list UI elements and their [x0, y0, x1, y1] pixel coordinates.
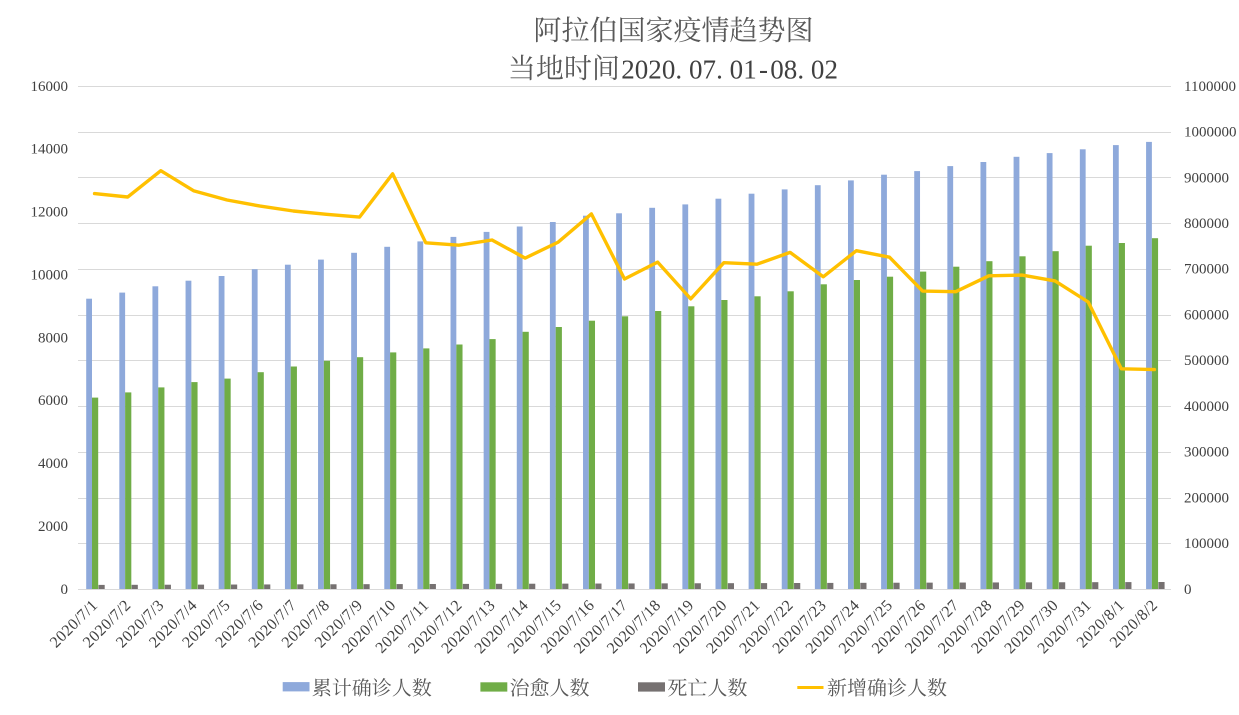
svg-text:12000: 12000 — [31, 205, 69, 221]
svg-text:0: 0 — [1184, 582, 1192, 598]
svg-text:8: 8 — [784, 54, 798, 84]
svg-text:10000: 10000 — [31, 267, 69, 283]
svg-text:1000000: 1000000 — [1184, 125, 1237, 141]
svg-text:.: . — [716, 54, 723, 84]
svg-text:600000: 600000 — [1184, 307, 1229, 323]
svg-text:800000: 800000 — [1184, 216, 1229, 232]
svg-text:6000: 6000 — [38, 393, 68, 409]
svg-text:2: 2 — [648, 54, 662, 84]
svg-text:7: 7 — [703, 54, 717, 84]
svg-text:-: - — [759, 54, 768, 84]
svg-text:2: 2 — [825, 54, 839, 84]
svg-text:0: 0 — [811, 54, 825, 84]
svg-text:.: . — [797, 54, 804, 84]
svg-text:200000: 200000 — [1184, 490, 1229, 506]
svg-text:14000: 14000 — [31, 142, 69, 158]
svg-text:1100000: 1100000 — [1184, 79, 1236, 95]
svg-text:0: 0 — [730, 54, 744, 84]
svg-text:100000: 100000 — [1184, 536, 1229, 552]
svg-text:0: 0 — [635, 54, 649, 84]
svg-text:400000: 400000 — [1184, 399, 1229, 415]
svg-text:700000: 700000 — [1184, 262, 1229, 278]
svg-text:4000: 4000 — [38, 456, 68, 472]
svg-text:900000: 900000 — [1184, 170, 1229, 186]
svg-text:0: 0 — [689, 54, 703, 84]
svg-text:0: 0 — [61, 582, 69, 598]
svg-text:0: 0 — [770, 54, 784, 84]
svg-text:2000: 2000 — [38, 519, 68, 535]
svg-text:2: 2 — [621, 54, 635, 84]
svg-text:8000: 8000 — [38, 330, 68, 346]
svg-text:1: 1 — [743, 54, 757, 84]
svg-text:0: 0 — [662, 54, 676, 84]
svg-text:.: . — [675, 54, 682, 84]
svg-text:16000: 16000 — [31, 79, 69, 95]
svg-text:500000: 500000 — [1184, 353, 1229, 369]
svg-text:300000: 300000 — [1184, 445, 1229, 461]
